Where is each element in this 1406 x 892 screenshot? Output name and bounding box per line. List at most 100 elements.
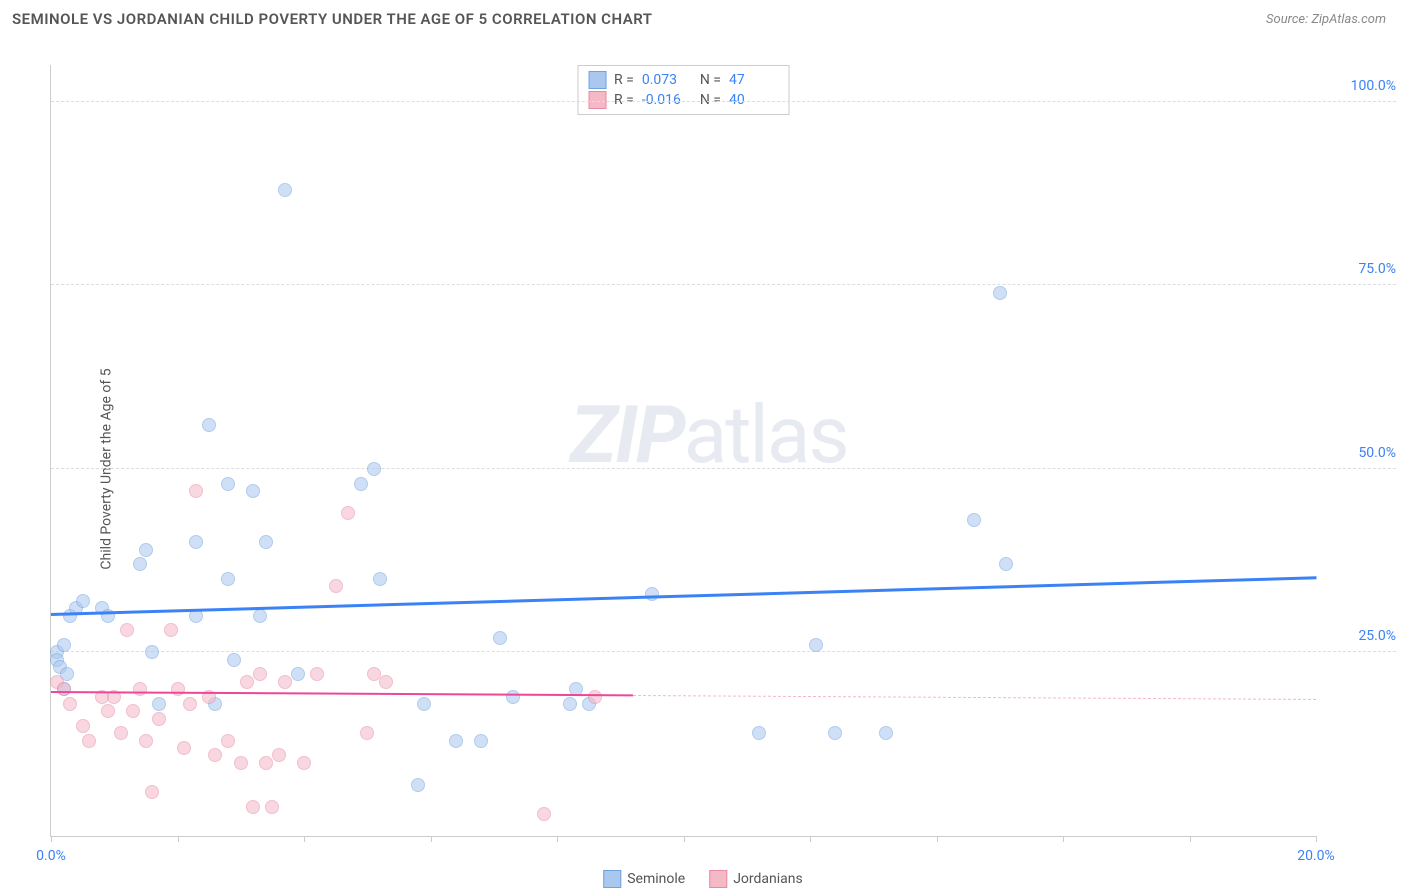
data-point — [139, 543, 153, 557]
data-point — [506, 690, 520, 704]
data-point — [828, 726, 842, 740]
x-tick — [431, 836, 432, 842]
stat-n-value: 47 — [729, 72, 779, 88]
data-point — [253, 667, 267, 681]
data-point — [57, 638, 71, 652]
x-tick — [1190, 836, 1191, 842]
trend-line — [51, 577, 1316, 616]
legend-item: Seminole — [603, 870, 685, 888]
stat-row: R =0.073N =47 — [588, 70, 779, 90]
data-point — [76, 719, 90, 733]
data-point — [588, 690, 602, 704]
data-point — [139, 734, 153, 748]
data-point — [189, 535, 203, 549]
x-tick — [937, 836, 938, 842]
legend-swatch — [709, 870, 727, 888]
data-point — [145, 785, 159, 799]
data-point — [221, 477, 235, 491]
x-tick — [304, 836, 305, 842]
data-point — [246, 800, 260, 814]
data-point — [493, 631, 507, 645]
data-point — [373, 572, 387, 586]
data-point — [297, 756, 311, 770]
data-point — [360, 726, 374, 740]
y-tick-label: 25.0% — [1326, 628, 1396, 644]
x-tick — [684, 836, 685, 842]
legend-swatch — [588, 71, 606, 89]
chart-title: SEMINOLE VS JORDANIAN CHILD POVERTY UNDE… — [12, 10, 653, 28]
data-point — [63, 697, 77, 711]
data-point — [278, 675, 292, 689]
data-point — [120, 623, 134, 637]
data-point — [246, 484, 260, 498]
data-point — [202, 418, 216, 432]
stat-r-label: R = — [614, 72, 634, 88]
data-point — [993, 286, 1007, 300]
data-point — [259, 535, 273, 549]
x-tick-label: 20.0% — [1297, 848, 1335, 864]
data-point — [752, 726, 766, 740]
data-point — [645, 587, 659, 601]
legend-label: Jordanians — [733, 871, 803, 887]
chart-area: Child Poverty Under the Age of 5 ZIPatla… — [0, 45, 1406, 892]
data-point — [126, 704, 140, 718]
data-point — [240, 675, 254, 689]
data-point — [367, 462, 381, 476]
data-point — [133, 557, 147, 571]
data-point — [809, 638, 823, 652]
data-point — [999, 557, 1013, 571]
data-point — [171, 682, 185, 696]
x-tick — [178, 836, 179, 842]
data-point — [291, 667, 305, 681]
data-point — [411, 778, 425, 792]
data-point — [133, 682, 147, 696]
y-tick-label: 75.0% — [1326, 261, 1396, 277]
data-point — [259, 756, 273, 770]
series-legend: Seminole Jordanians — [603, 870, 803, 888]
legend-item: Jordanians — [709, 870, 803, 888]
data-point — [114, 726, 128, 740]
data-point — [152, 712, 166, 726]
stat-r-value: 0.073 — [642, 72, 692, 88]
y-tick-label: 100.0% — [1326, 78, 1396, 94]
data-point — [341, 506, 355, 520]
data-point — [145, 645, 159, 659]
data-point — [189, 484, 203, 498]
data-point — [227, 653, 241, 667]
trend-line-extrapolated — [633, 695, 1316, 700]
data-point — [417, 697, 431, 711]
data-point — [449, 734, 463, 748]
gridline — [51, 468, 1396, 469]
data-point — [329, 579, 343, 593]
gridline — [51, 284, 1396, 285]
x-tick — [1316, 836, 1317, 842]
data-point — [152, 697, 166, 711]
data-point — [272, 748, 286, 762]
legend-label: Seminole — [627, 871, 685, 887]
data-point — [221, 734, 235, 748]
data-point — [177, 741, 191, 755]
data-point — [474, 734, 488, 748]
chart-header: SEMINOLE VS JORDANIAN CHILD POVERTY UNDE… — [0, 0, 1406, 38]
data-point — [967, 513, 981, 527]
data-point — [537, 807, 551, 821]
data-point — [221, 572, 235, 586]
data-point — [101, 704, 115, 718]
data-point — [879, 726, 893, 740]
x-tick — [51, 836, 52, 842]
data-point — [76, 594, 90, 608]
scatter-plot: ZIPatlas R =0.073N =47R =-0.016N =40 25.… — [50, 65, 1316, 837]
data-point — [234, 756, 248, 770]
data-point — [208, 748, 222, 762]
y-tick-label: 50.0% — [1326, 445, 1396, 461]
x-tick — [810, 836, 811, 842]
x-tick-label: 0.0% — [36, 848, 66, 864]
x-tick — [1063, 836, 1064, 842]
data-point — [253, 609, 267, 623]
data-point — [82, 734, 96, 748]
correlation-stats-box: R =0.073N =47R =-0.016N =40 — [577, 65, 790, 115]
data-point — [57, 682, 71, 696]
data-point — [265, 800, 279, 814]
x-tick — [557, 836, 558, 842]
gridline — [51, 101, 1396, 102]
